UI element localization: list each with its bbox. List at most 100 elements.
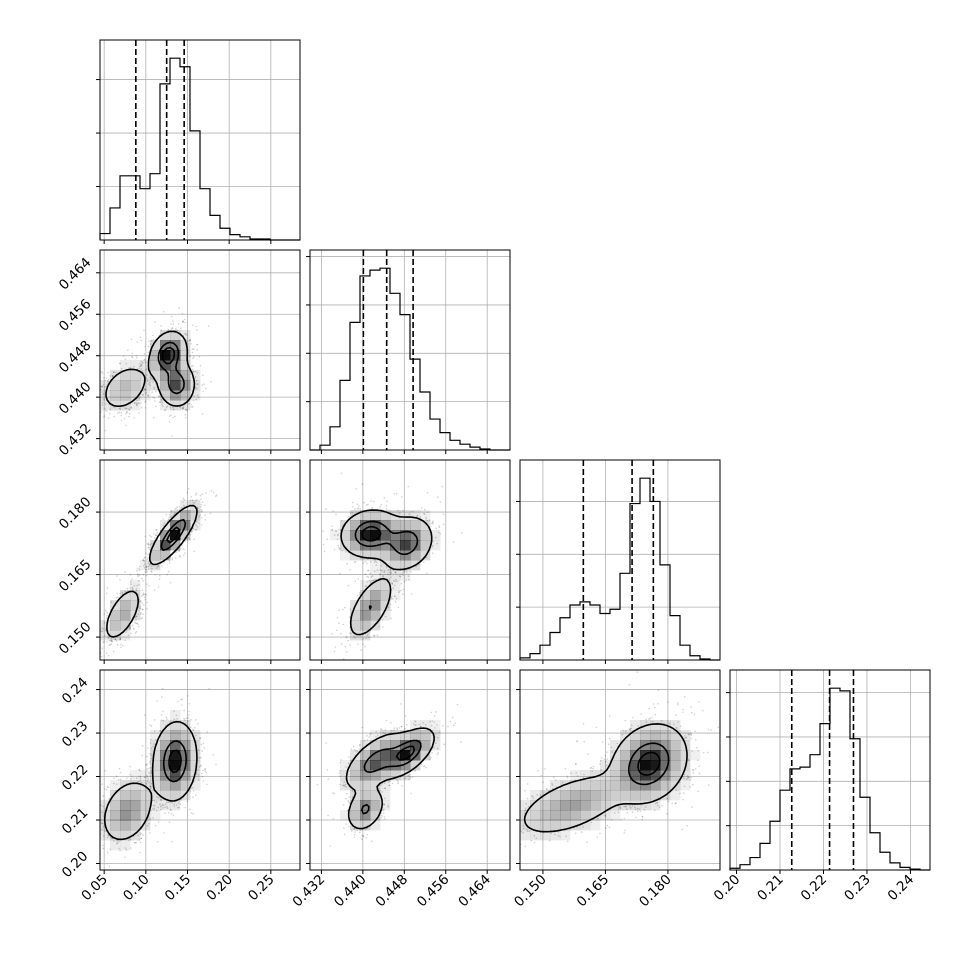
- sample-point: [150, 782, 153, 785]
- sample-point: [175, 804, 178, 806]
- sample-point: [97, 403, 99, 405]
- density-cell: [150, 790, 161, 801]
- sample-point: [134, 621, 136, 623]
- sample-point: [418, 563, 420, 566]
- sample-point: [347, 639, 349, 642]
- sample-point: [413, 770, 415, 772]
- x-axis-3: 0.20 0.21 0.22 0.23 0.24: [711, 870, 917, 904]
- sample-point: [167, 558, 170, 561]
- sample-point: [694, 768, 697, 770]
- sample-point: [454, 722, 456, 725]
- sample-point: [357, 507, 360, 510]
- sample-point: [149, 767, 152, 769]
- density-cell: [360, 610, 371, 621]
- sample-point: [126, 587, 129, 590]
- density-cell: [130, 400, 141, 411]
- density-cell: [370, 760, 381, 771]
- density-cell: [410, 540, 421, 551]
- sample-point: [428, 519, 431, 521]
- sample-point: [148, 772, 150, 774]
- sample-point: [456, 703, 459, 706]
- sample-point: [146, 775, 149, 778]
- sample-point: [410, 571, 412, 573]
- sample-point: [187, 488, 190, 490]
- sample-point: [182, 321, 184, 323]
- sample-point: [94, 824, 96, 826]
- sample-point: [207, 325, 210, 327]
- sample-point: [666, 812, 668, 815]
- sample-point: [200, 498, 202, 501]
- density-cell: [680, 780, 691, 791]
- sample-point: [100, 411, 102, 413]
- sample-point: [686, 777, 689, 779]
- sample-point: [139, 776, 142, 778]
- sample-point: [370, 561, 372, 563]
- sample-point: [140, 600, 142, 602]
- sample-point: [185, 409, 187, 411]
- sample-point: [167, 518, 170, 521]
- sample-point: [596, 836, 598, 839]
- sample-point: [168, 415, 171, 418]
- sample-point: [414, 769, 417, 772]
- sample-point: [591, 770, 593, 773]
- sample-point: [327, 814, 329, 817]
- sample-point: [698, 701, 700, 703]
- sample-point: [697, 759, 699, 761]
- sample-point: [133, 402, 136, 404]
- density-cell: [630, 770, 641, 781]
- sample-point: [389, 573, 391, 576]
- sample-point: [141, 608, 144, 611]
- sample-point: [170, 323, 172, 325]
- sample-point: [461, 532, 463, 534]
- panel-background: [520, 670, 720, 870]
- sample-point: [160, 799, 163, 802]
- y-tick-label: 0.23: [59, 718, 92, 751]
- sample-point: [139, 363, 141, 365]
- sample-point: [383, 803, 385, 806]
- sample-point: [151, 567, 153, 570]
- sample-point: [692, 769, 695, 772]
- sample-point: [151, 543, 153, 545]
- density-cell: [380, 590, 391, 601]
- density-cell: [580, 770, 591, 781]
- sample-point: [618, 806, 621, 808]
- sample-point: [384, 615, 387, 618]
- sample-point: [157, 565, 160, 568]
- sample-point: [102, 805, 105, 808]
- sample-point: [107, 637, 110, 639]
- density-cell: [360, 620, 371, 631]
- sample-point: [383, 570, 386, 572]
- sample-point: [134, 616, 137, 618]
- sample-point: [397, 509, 399, 512]
- sample-point: [139, 780, 141, 782]
- sample-point: [140, 364, 142, 367]
- sample-point: [182, 406, 185, 409]
- y-tick-label: 0.165: [56, 556, 95, 595]
- sample-point: [150, 377, 152, 380]
- sample-point: [344, 783, 347, 786]
- density-cell: [400, 540, 411, 551]
- density-cell: [380, 610, 391, 621]
- density-cell: [610, 780, 621, 791]
- sample-point: [398, 591, 400, 594]
- sample-point: [170, 315, 173, 318]
- sample-point: [202, 769, 204, 772]
- sample-point: [181, 698, 183, 700]
- sample-point: [141, 595, 143, 597]
- sample-point: [404, 715, 407, 717]
- axes-frame: [729, 669, 931, 871]
- sample-point: [151, 808, 154, 810]
- sample-point: [416, 514, 419, 517]
- density-cell: [400, 750, 411, 761]
- density-cell: [380, 570, 391, 581]
- sample-point: [93, 844, 95, 846]
- sample-point: [102, 835, 105, 837]
- sample-point: [150, 771, 152, 774]
- sample-point: [599, 763, 601, 765]
- sample-point: [157, 564, 160, 567]
- sample-point: [182, 407, 184, 410]
- density-cell: [370, 740, 381, 751]
- sample-point: [348, 796, 351, 798]
- sample-point: [135, 402, 138, 404]
- sample-point: [180, 698, 182, 701]
